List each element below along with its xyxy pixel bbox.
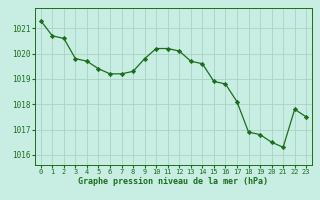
- X-axis label: Graphe pression niveau de la mer (hPa): Graphe pression niveau de la mer (hPa): [78, 177, 268, 186]
